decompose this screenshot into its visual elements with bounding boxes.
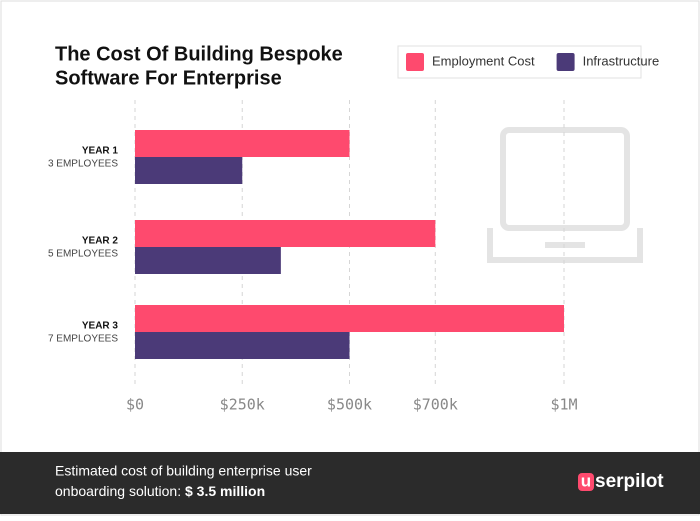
legend-swatch	[406, 53, 424, 71]
category-label: YEAR 2	[82, 236, 119, 247]
legend-swatch	[556, 53, 575, 71]
x-tick-label: $500k	[327, 396, 372, 414]
category-note: 5 EMPLOYEES	[48, 249, 118, 260]
chart-title: Software For Enterprise	[55, 67, 282, 89]
legend	[397, 45, 642, 79]
x-tick-label: $1M	[550, 396, 577, 414]
bar	[135, 157, 243, 184]
bar	[135, 220, 436, 247]
brand: serpilot	[595, 471, 664, 492]
x-tick-label: $0	[126, 396, 144, 414]
footer-text: onboarding solution: $ 3.5 million	[55, 483, 265, 499]
footer-text: Estimated cost of building enterprise us…	[55, 463, 312, 479]
category-label: YEAR 1	[82, 146, 119, 157]
brand-mark-bg	[578, 473, 594, 491]
brand-mark: u	[581, 471, 591, 490]
legend-label: Employment Cost	[432, 53, 535, 68]
bar	[135, 305, 564, 332]
footer-highlight: $ 3.5 million	[185, 483, 265, 499]
bar	[135, 332, 350, 359]
x-tick-label: $700k	[413, 396, 458, 414]
x-tick-label: $250k	[220, 396, 265, 414]
bar	[135, 247, 281, 274]
category-note: 7 EMPLOYEES	[48, 334, 118, 345]
chart-title: The Cost Of Building Bespoke	[55, 43, 343, 65]
laptop-icon	[487, 127, 643, 263]
category-note: 3 EMPLOYEES	[48, 159, 118, 170]
footer-text: onboarding solution:	[55, 483, 181, 499]
legend-label: Infrastructure	[583, 53, 660, 68]
bar	[135, 130, 350, 157]
category-label: YEAR 3	[82, 321, 119, 332]
